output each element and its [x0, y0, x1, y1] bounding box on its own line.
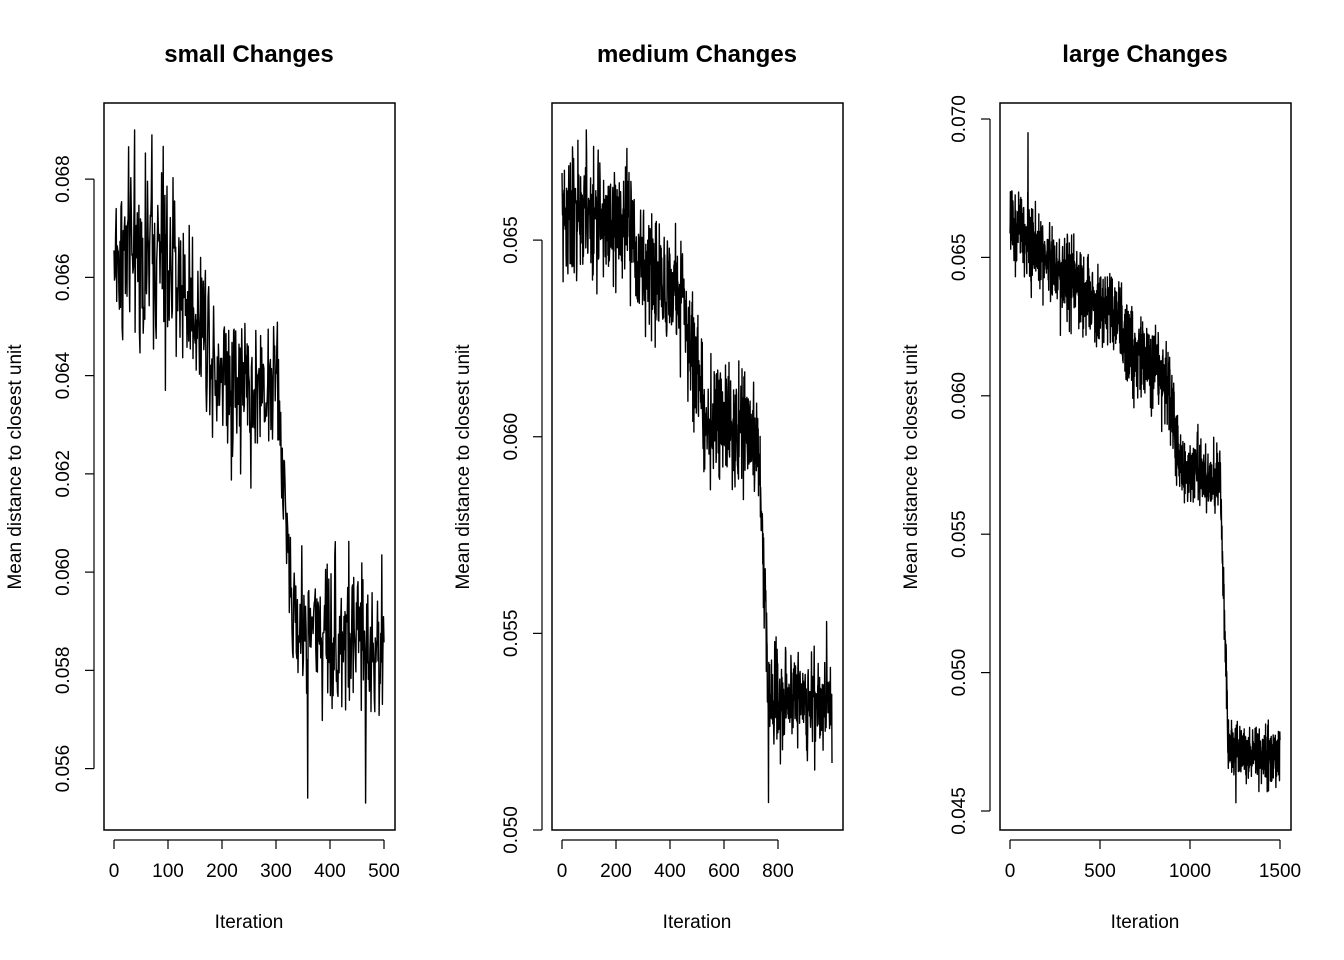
y-tick-label: 0.055 — [949, 510, 970, 558]
panel-large-changes: large Changes 0 500 1000 1500 0.0450.0500.0… — [901, 41, 1301, 933]
panel-medium-changes: medium Changes 0 200 400 600 800 0.0500.0550… — [453, 41, 844, 933]
series-line — [1009, 132, 1281, 804]
y-axis: 0.050 0.055 0.060 0.065 — [501, 216, 543, 854]
y-axis: 0.045 0.050 0.055 0.060 0.065 0.070 — [949, 95, 991, 835]
x-tick-label: 400 — [654, 861, 686, 882]
x-tick-label: 200 — [600, 861, 632, 882]
x-tick-label: 600 — [708, 861, 740, 882]
y-tick-label: 0.064 — [53, 351, 74, 399]
y-axis-label: Mean distance to closest unit — [5, 344, 26, 590]
panel-small-changes: small Changes 0 100 200 300 400 500 0.0560.05… — [5, 41, 400, 933]
x-axis: 0 200 400 600 800 — [557, 839, 794, 882]
plot-box — [999, 102, 1292, 831]
x-tick-label: 400 — [314, 861, 346, 882]
x-tick-label: 500 — [1084, 861, 1116, 882]
x-axis-label: Iteration — [663, 912, 732, 933]
x-tick-label: 300 — [260, 861, 292, 882]
x-axis-label: Iteration — [215, 912, 284, 933]
plot-box — [551, 102, 844, 831]
panel-title: small Changes — [164, 41, 333, 68]
x-axis-label: Iteration — [1111, 912, 1180, 933]
series-line — [113, 129, 385, 804]
panel-title: medium Changes — [597, 41, 797, 68]
series-line — [561, 129, 833, 804]
x-tick-label: 1500 — [1259, 861, 1301, 882]
y-axis: 0.056 0.058 0.060 0.062 0.064 0.066 0.068 — [53, 155, 95, 793]
y-tick-label: 0.060 — [949, 372, 970, 420]
y-tick-label: 0.050 — [949, 649, 970, 697]
y-tick-label: 0.062 — [53, 450, 74, 498]
x-tick-label: 0 — [557, 861, 568, 882]
x-tick-label: 100 — [152, 861, 184, 882]
y-tick-label: 0.056 — [53, 745, 74, 793]
y-tick-label: 0.045 — [949, 787, 970, 835]
x-tick-label: 500 — [368, 861, 400, 882]
y-tick-label: 0.066 — [53, 254, 74, 302]
y-axis-label: Mean distance to closest unit — [453, 344, 474, 590]
y-tick-label: 0.065 — [501, 216, 522, 264]
x-tick-label: 0 — [109, 861, 120, 882]
x-tick-label: 200 — [206, 861, 238, 882]
x-axis: 0 500 1000 1500 — [1005, 839, 1301, 882]
y-tick-label: 0.070 — [949, 95, 970, 143]
x-tick-label: 800 — [762, 861, 794, 882]
y-tick-label: 0.060 — [53, 548, 74, 596]
y-tick-label: 0.058 — [53, 647, 74, 695]
y-tick-label: 0.068 — [53, 155, 74, 203]
y-tick-label: 0.060 — [501, 413, 522, 461]
y-tick-label: 0.050 — [501, 806, 522, 854]
x-axis: 0 100 200 300 400 500 — [109, 839, 400, 882]
x-tick-label: 0 — [1005, 861, 1016, 882]
y-tick-label: 0.055 — [501, 610, 522, 658]
y-axis-label: Mean distance to closest unit — [901, 344, 922, 590]
x-tick-label: 1000 — [1169, 861, 1211, 882]
plot-box — [103, 102, 396, 831]
y-tick-label: 0.065 — [949, 234, 970, 282]
panel-title: large Changes — [1062, 41, 1227, 68]
